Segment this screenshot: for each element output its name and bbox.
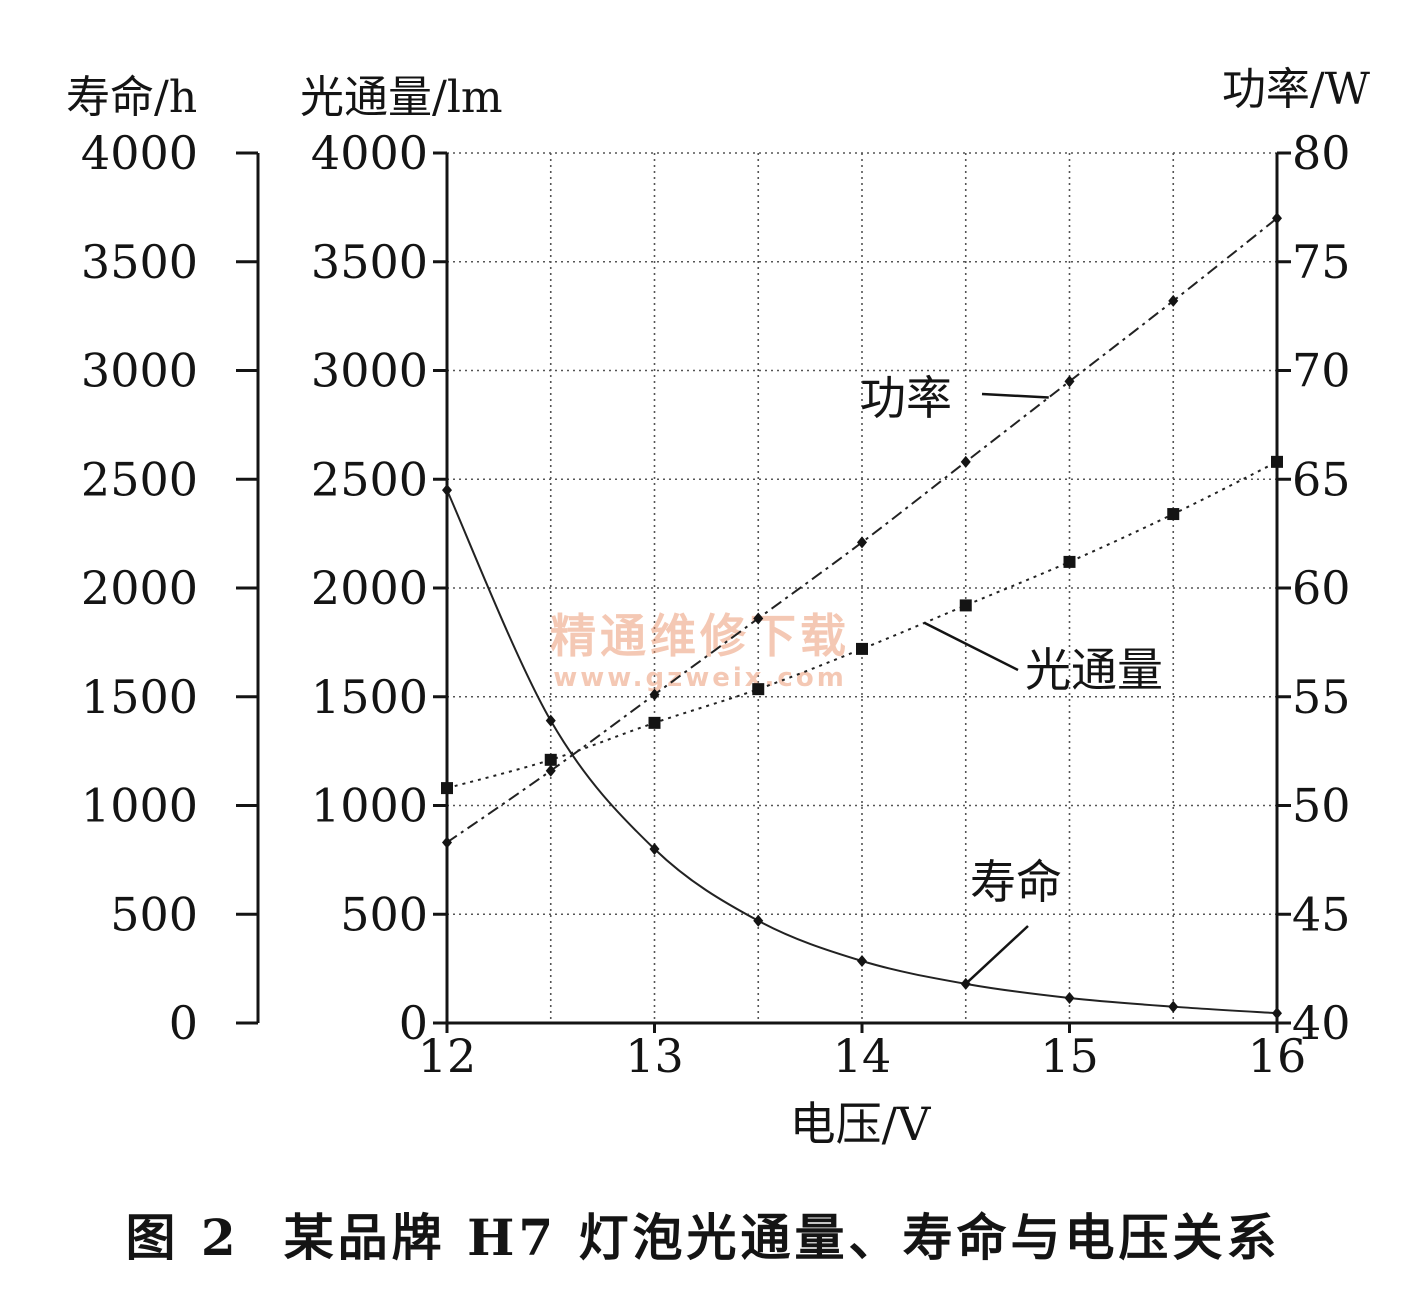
power-data-point <box>1272 212 1282 225</box>
life-data-point <box>545 714 556 727</box>
life-data-point <box>1168 1000 1179 1013</box>
power-data-point <box>960 455 971 468</box>
power-axis-title: 功率/W <box>1222 64 1371 115</box>
flux-data-point <box>1167 508 1180 521</box>
watermark-url: www.gzweix.com <box>553 663 847 693</box>
x-axis-title: 电压/V <box>790 1097 931 1151</box>
grid <box>446 152 1278 1024</box>
flux-label-leader <box>923 621 1019 672</box>
flux-tick-label: 1000 <box>311 779 428 833</box>
life-data-point <box>1272 1007 1282 1020</box>
flux-data-point <box>959 599 972 612</box>
tick-labels: 0 500 1000 1500 2000 2500 3000 3500 4000 0 500 1000… <box>81 126 1351 1083</box>
power-data-point <box>545 764 556 777</box>
power-data-point <box>1168 294 1179 307</box>
power-tick-label: 80 <box>1292 126 1351 180</box>
power-data-point <box>857 536 867 549</box>
watermark: 精通维修下载 www.gzweix.com <box>550 609 850 693</box>
flux-data-point <box>648 716 661 729</box>
flux-tick-label: 3000 <box>311 344 428 398</box>
flux-tick-label: 2500 <box>311 452 428 506</box>
flux-data-point <box>1063 555 1076 568</box>
flux-data-point <box>1271 455 1283 468</box>
figure-caption-text: 某品牌 H7 灯泡光通量、寿命与电压关系 <box>283 1208 1281 1267</box>
life-series-label: 寿命 <box>970 855 1062 909</box>
flux-axis-title: 光通量/lm <box>300 72 503 123</box>
life-data-point <box>857 955 867 968</box>
figure-number: 图 2 <box>125 1208 240 1267</box>
flux-series-label: 光通量 <box>1025 643 1163 697</box>
life-tick-label: 0 <box>169 996 198 1050</box>
life-tick-label: 3500 <box>81 235 198 289</box>
life-data-point <box>649 843 660 855</box>
flux-tick-label: 500 <box>340 887 428 941</box>
chart: 0 500 1000 1500 2000 2500 3000 3500 4000 0 500 1000… <box>66 64 1371 1151</box>
flux-data-point <box>752 683 765 696</box>
life-tick-label: 1500 <box>81 670 198 724</box>
flux-tick-label: 3500 <box>311 235 428 289</box>
x-tick-label: 14 <box>833 1029 892 1083</box>
x-tick-label: 13 <box>625 1029 684 1083</box>
x-tick-label: 15 <box>1040 1029 1099 1083</box>
life-label-leader <box>964 925 1029 985</box>
power-tick-label: 75 <box>1292 235 1351 289</box>
power-tick-label: 50 <box>1292 779 1351 833</box>
life-data-point <box>1064 991 1075 1004</box>
power-data-point <box>1064 375 1075 388</box>
power-data-point <box>649 688 660 701</box>
power-data-point <box>753 612 764 625</box>
power-tick-label: 70 <box>1292 344 1351 398</box>
power-tick-label: 65 <box>1292 452 1351 506</box>
flux-tick-label: 0 <box>399 996 428 1050</box>
life-data-point <box>442 484 452 497</box>
life-data-point <box>753 914 764 927</box>
axis-titles: 寿命/h 光通量/lm 功率/W 电压/V <box>66 64 1371 1151</box>
power-tick-label: 40 <box>1292 996 1351 1050</box>
axes <box>236 151 1291 1033</box>
power-series-label: 功率 <box>860 371 952 425</box>
figure-caption: 图 2 某品牌 H7 灯泡光通量、寿命与电压关系 <box>0 1198 1406 1270</box>
series <box>441 212 1283 1020</box>
life-axis-title: 寿命/h <box>66 72 197 123</box>
life-tick-label: 3000 <box>81 344 198 398</box>
power-tick-label: 55 <box>1292 670 1351 724</box>
power-label-leader <box>981 392 1049 399</box>
flux-data-point <box>441 782 453 795</box>
x-tick-label: 12 <box>418 1029 477 1083</box>
life-tick-label: 4000 <box>81 126 198 180</box>
flux-tick-label: 4000 <box>311 126 428 180</box>
life-tick-label: 2000 <box>81 561 198 615</box>
watermark-text: 精通维修下载 <box>550 609 850 663</box>
x-tick-label: 16 <box>1248 1029 1307 1083</box>
power-data-point <box>442 836 452 849</box>
power-tick-label: 45 <box>1292 887 1351 941</box>
flux-tick-label: 2000 <box>311 561 428 615</box>
flux-tick-label: 1500 <box>311 670 428 724</box>
power-tick-label: 60 <box>1292 561 1351 615</box>
flux-data-point <box>856 642 868 655</box>
life-tick-label: 500 <box>110 887 198 941</box>
life-tick-label: 2500 <box>81 452 198 506</box>
life-tick-label: 1000 <box>81 779 198 833</box>
flux-data-point <box>544 753 557 766</box>
